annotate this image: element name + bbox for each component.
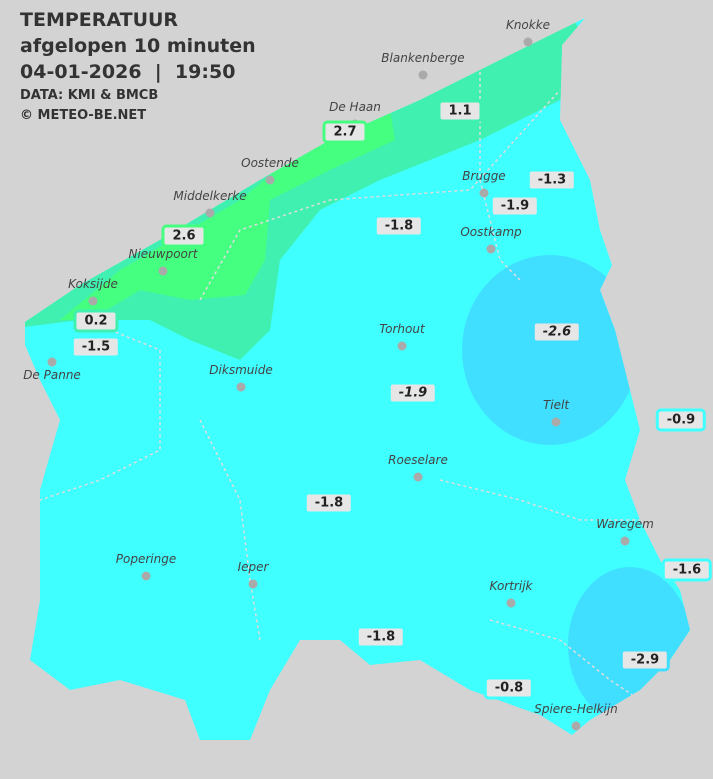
city-label: Oostende <box>241 156 299 170</box>
city-label: Nieuwpoort <box>128 247 198 261</box>
temperature-reading: -1.8 <box>303 491 355 515</box>
city-dot <box>413 472 423 482</box>
city-dot <box>486 244 496 254</box>
map-subtitle: afgelopen 10 minuten <box>20 35 256 57</box>
city-label: Ieper <box>237 560 269 574</box>
city-dot <box>265 175 275 185</box>
temperature-reading: 1.1 <box>437 99 483 123</box>
city-dot <box>523 37 533 47</box>
city-label: Diksmuide <box>209 363 273 377</box>
temperature-reading: -2.6 <box>531 320 583 344</box>
temperature-reading: -0.9 <box>655 408 707 432</box>
city-dot <box>418 70 428 80</box>
city-label: Brugge <box>462 169 506 183</box>
city-dot <box>205 208 215 218</box>
map-datetime: 04-01-2026 | 19:50 <box>20 61 236 83</box>
temperature-reading: -1.9 <box>387 381 439 405</box>
city-dot <box>397 341 407 351</box>
map-title: TEMPERATUUR <box>20 9 179 31</box>
temperature-reading: -0.8 <box>483 676 535 700</box>
temperature-reading: -1.5 <box>70 335 122 359</box>
city-label: Torhout <box>379 322 425 336</box>
city-dot <box>571 721 581 731</box>
temperature-reading: -1.8 <box>373 214 425 238</box>
cold-zone-spiere <box>568 567 690 723</box>
temperature-reading: -2.9 <box>619 648 671 672</box>
temperature-reading: -1.9 <box>489 194 541 218</box>
cold-zone-tielt <box>462 255 638 445</box>
city-dot <box>620 536 630 546</box>
city-label: Blankenberge <box>381 51 465 65</box>
city-label: Knokke <box>505 18 551 32</box>
city-label: Spiere-Helkijn <box>534 702 618 716</box>
city-dot <box>47 357 57 367</box>
city-label: Kortrijk <box>489 579 533 593</box>
temperature-reading: 0.2 <box>73 309 119 333</box>
city-label: Oostkamp <box>460 225 522 239</box>
copyright: © METEO-BE.NET <box>20 108 147 123</box>
temperature-reading: 2.7 <box>322 120 368 144</box>
temperature-reading: -1.6 <box>661 558 713 582</box>
warm-temperature-zone <box>60 100 395 320</box>
temperature-reading: 2.6 <box>161 224 207 248</box>
city-label: Koksijde <box>68 277 118 291</box>
temperature-reading: -1.8 <box>355 625 407 649</box>
city-label: Waregem <box>596 517 654 531</box>
city-label: Roeselare <box>388 453 448 467</box>
city-dot <box>158 266 168 276</box>
city-label: De Haan <box>329 100 381 114</box>
city-dot <box>88 296 98 306</box>
city-dot <box>236 382 246 392</box>
city-dot <box>248 579 258 589</box>
city-dot <box>551 417 561 427</box>
city-label: Poperinge <box>115 552 177 566</box>
data-source: DATA: KMI & BMCB <box>20 88 159 103</box>
temperature-reading: -1.3 <box>526 168 578 192</box>
city-dot <box>506 598 516 608</box>
city-label: De Panne <box>23 368 81 382</box>
city-label: Tielt <box>542 398 570 412</box>
city-label: Middelkerke <box>173 189 247 203</box>
city-dot <box>479 188 489 198</box>
city-dot <box>141 571 151 581</box>
